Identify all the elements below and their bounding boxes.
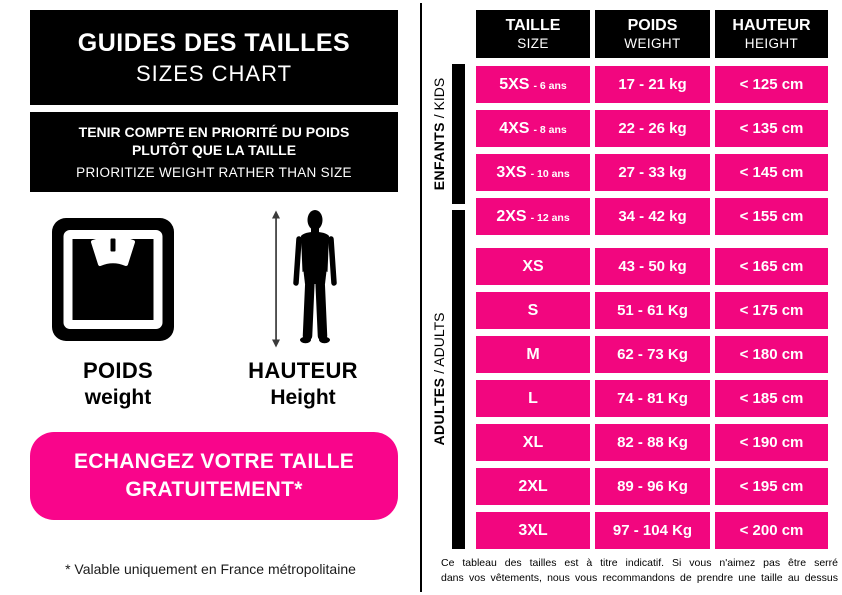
- size-cell: 5XS - 6 ans: [476, 66, 590, 103]
- weight-cell: 51 - 61 Kg: [595, 292, 710, 329]
- disclaimer-line1: Ce tableau des tailles est à titre indic…: [441, 557, 838, 569]
- size-cell: 4XS - 8 ans: [476, 110, 590, 147]
- size-cell: L: [476, 380, 590, 417]
- height-cell: < 145 cm: [715, 154, 828, 191]
- weight-caption-french: POIDS: [83, 358, 153, 383]
- size-cell: M: [476, 336, 590, 373]
- weight-cell: 62 - 73 Kg: [595, 336, 710, 373]
- table-header-row: TAILLE SIZE POIDS WEIGHT HAUTEUR HEIGHT: [476, 10, 828, 58]
- height-cell: < 125 cm: [715, 66, 828, 103]
- weight-cell: 17 - 21 kg: [595, 66, 710, 103]
- weight-caption-english: weight: [84, 386, 152, 409]
- weight-cell: 74 - 81 Kg: [595, 380, 710, 417]
- man-silhouette: [293, 210, 337, 344]
- priority-notice-banner: TENIR COMPTE EN PRIORITÉ DU POIDS PLUTÔT…: [30, 112, 398, 192]
- height-arrow-icon: [272, 210, 280, 348]
- weight-cell: 97 - 104 Kg: [595, 512, 710, 549]
- weight-cell: 22 - 26 kg: [595, 110, 710, 147]
- adults-rows: XS 43 - 50 kg < 165 cm S 51 - 61 Kg < 17…: [476, 248, 828, 549]
- weight-cell: 34 - 42 kg: [595, 198, 710, 235]
- height-figure-icon: [272, 210, 337, 348]
- height-caption-english: Height: [270, 386, 336, 409]
- weight-cell: 89 - 96 Kg: [595, 468, 710, 505]
- weight-scale-icon: [52, 218, 174, 341]
- header-weight: POIDS WEIGHT: [595, 10, 710, 58]
- height-cell: < 195 cm: [715, 468, 828, 505]
- height-cell: < 185 cm: [715, 380, 828, 417]
- size-cell: XS: [476, 248, 590, 285]
- size-cell: 3XL: [476, 512, 590, 549]
- weight-cell: 43 - 50 kg: [595, 248, 710, 285]
- height-cell: < 155 cm: [715, 198, 828, 235]
- height-cell: < 135 cm: [715, 110, 828, 147]
- size-cell: 3XS - 10 ans: [476, 154, 590, 191]
- size-cell: XL: [476, 424, 590, 461]
- vertical-divider: [420, 3, 422, 592]
- height-cell: < 165 cm: [715, 248, 828, 285]
- header-size: TAILLE SIZE: [476, 10, 590, 58]
- exchange-line1: ECHANGEZ VOTRE TAILLE: [73, 449, 355, 473]
- adults-group-bar: [452, 210, 465, 549]
- height-cell: < 200 cm: [715, 512, 828, 549]
- height-caption: HAUTEUR Height: [224, 358, 382, 410]
- notice-french-line2: PLUTÔT QUE LA TAILLE: [131, 141, 297, 158]
- notice-french-line1: TENIR COMPTE EN PRIORITÉ DU POIDS: [78, 124, 350, 140]
- weight-cell: 82 - 88 Kg: [595, 424, 710, 461]
- exchange-footnote: * Valable uniquement en France métropoli…: [65, 561, 356, 577]
- height-caption-french: HAUTEUR: [248, 358, 358, 383]
- exchange-line2: GRATUITEMENT*: [125, 478, 303, 501]
- size-cell: S: [476, 292, 590, 329]
- disclaimer-line2: dans vos vêtements, nous vous recommando…: [441, 572, 838, 585]
- height-cell: < 180 cm: [715, 336, 828, 373]
- size-cell: 2XS - 12 ans: [476, 198, 590, 235]
- size-cell: 2XL: [476, 468, 590, 505]
- notice-english: PRIORITIZE WEIGHT RATHER THAN SIZE: [76, 165, 352, 180]
- free-exchange-banner: ECHANGEZ VOTRE TAILLE GRATUITEMENT*: [30, 432, 398, 520]
- weight-cell: 27 - 33 kg: [595, 154, 710, 191]
- kids-group-bar: [452, 64, 465, 204]
- table-disclaimer: Ce tableau des tailles est à titre indic…: [441, 556, 838, 586]
- height-cell: < 175 cm: [715, 292, 828, 329]
- kids-rows: 5XS - 6 ans 17 - 21 kg < 125 cm 4XS - 8 an…: [476, 66, 828, 235]
- adults-group-label: ADULTES / ADULTS: [431, 312, 447, 446]
- title-banner: GUIDES DES TAILLES SIZES CHART: [30, 10, 398, 105]
- title-english: SIZES CHART: [135, 60, 293, 86]
- kids-group-label: ENFANTS / KIDS: [431, 77, 447, 191]
- height-cell: < 190 cm: [715, 424, 828, 461]
- weight-caption: POIDS weight: [47, 358, 189, 410]
- title-french: GUIDES DES TAILLES: [77, 28, 351, 57]
- header-height: HAUTEUR HEIGHT: [715, 10, 828, 58]
